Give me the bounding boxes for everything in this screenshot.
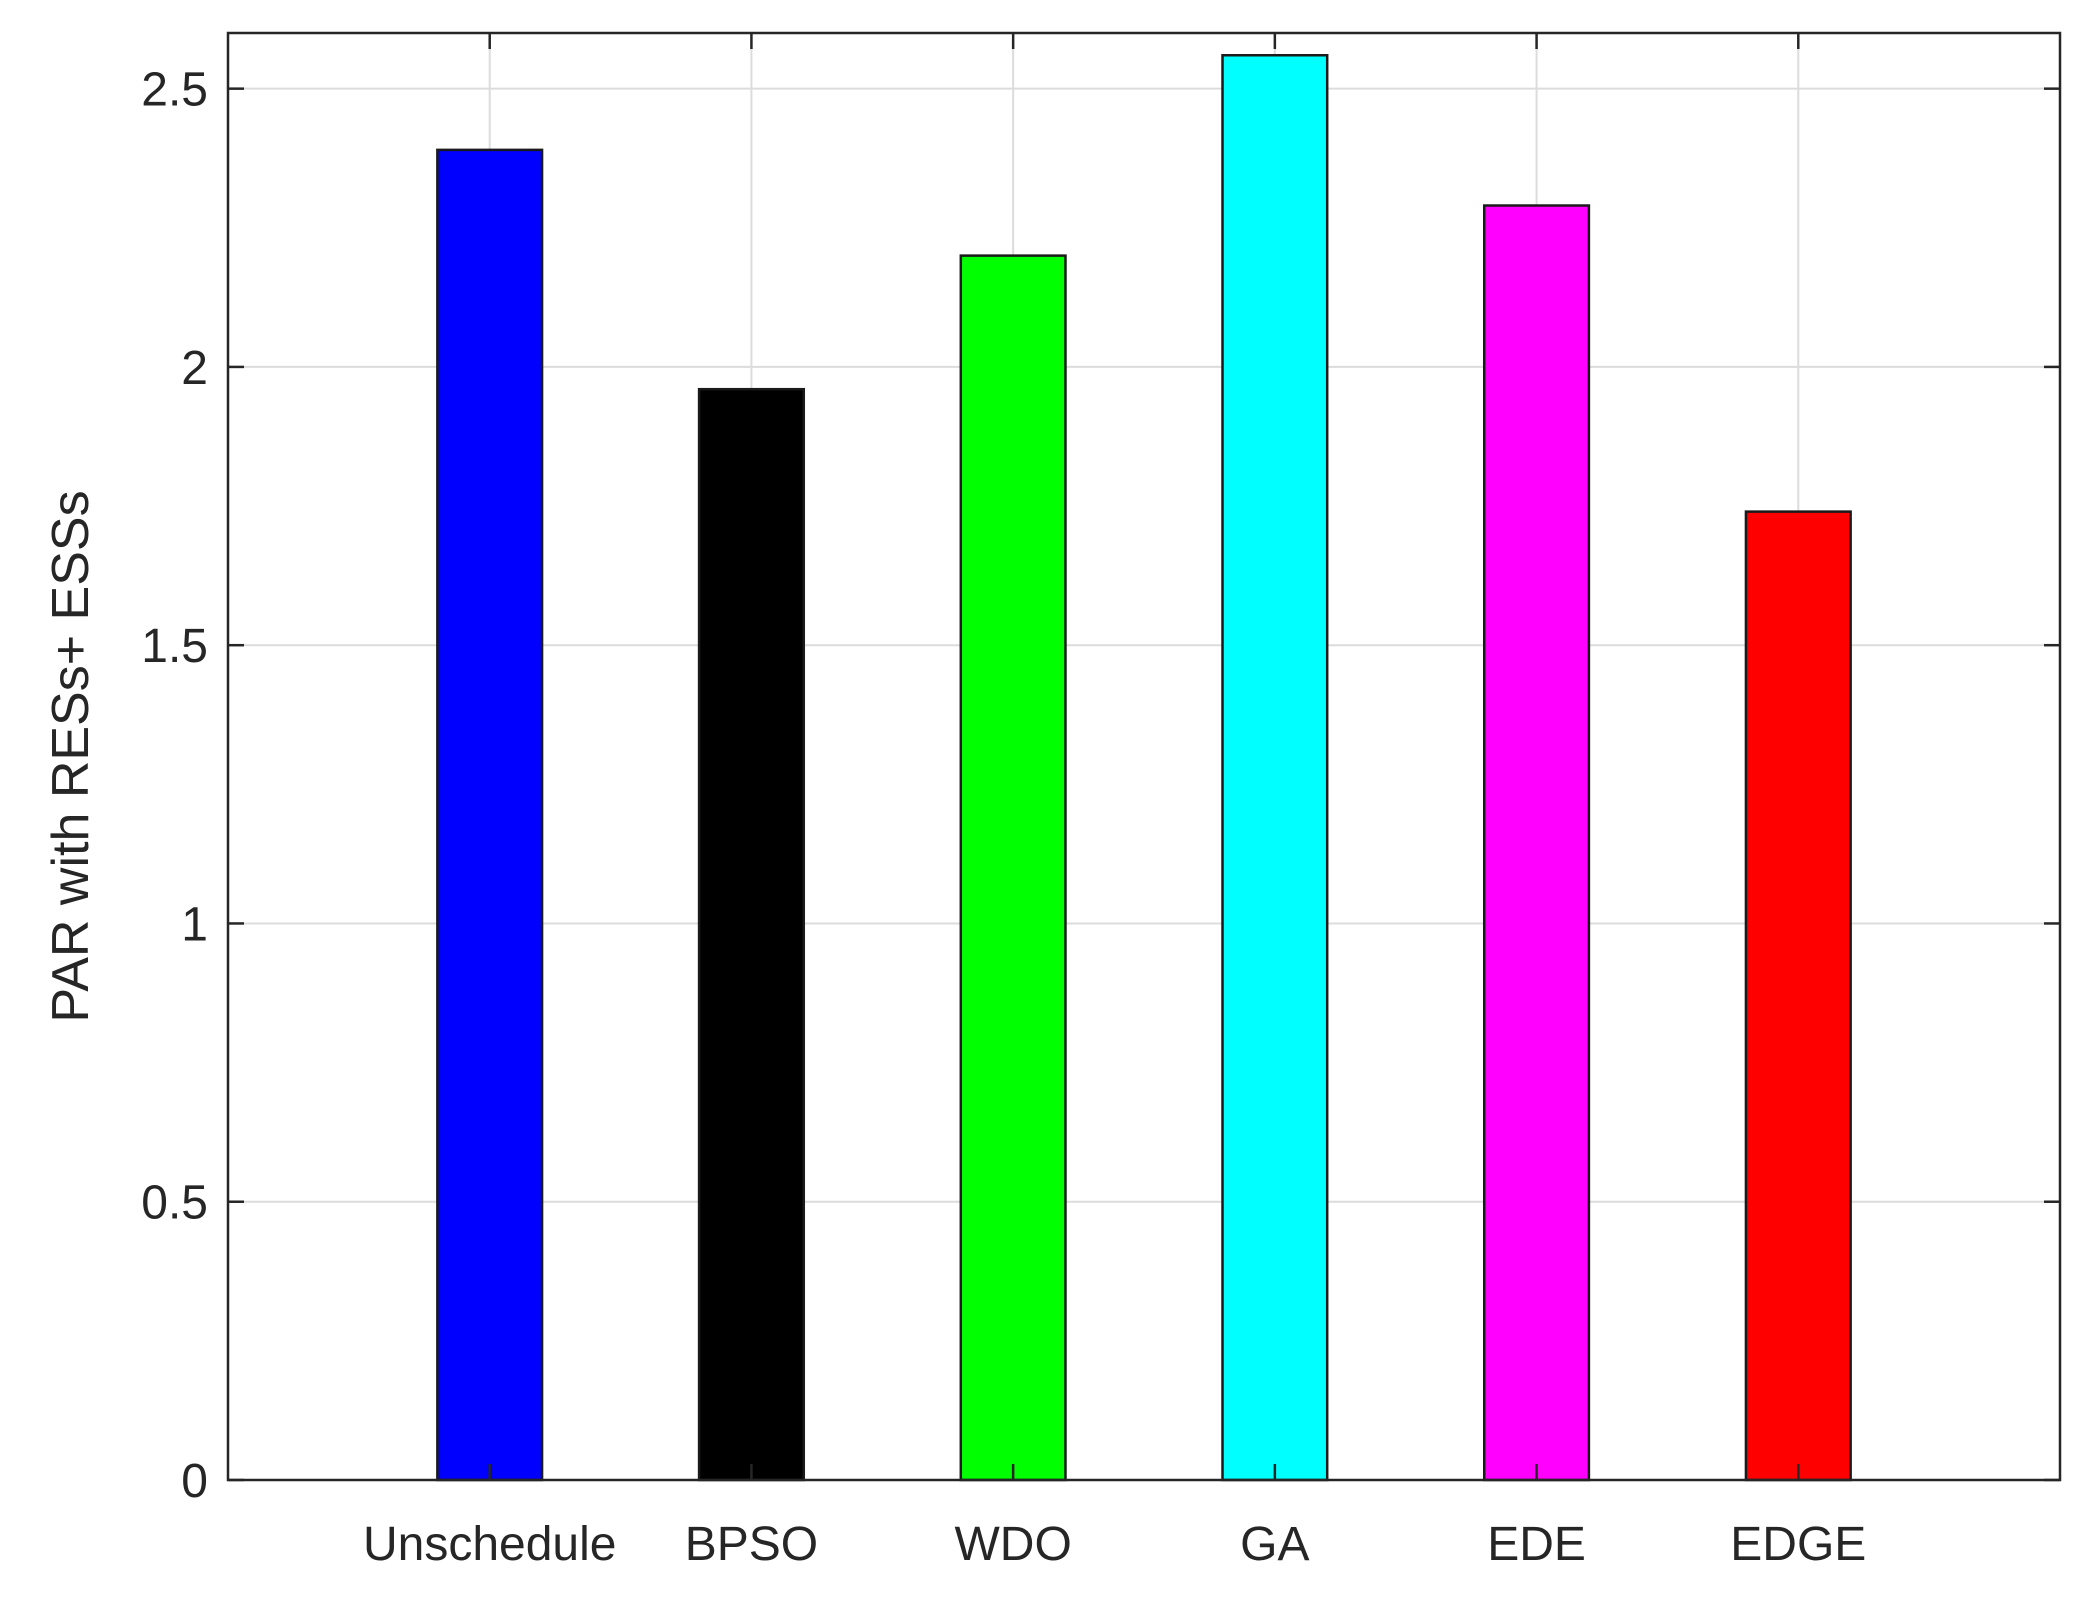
x-tick-label: Unschedule (363, 1518, 617, 1571)
bar-ga (1221, 54, 1329, 1482)
x-tick-label: BPSO (685, 1518, 818, 1571)
bars (436, 54, 1852, 1482)
y-tick-label: 1 (181, 898, 208, 951)
axes (226, 31, 2062, 1482)
x-tick-label: EDGE (1730, 1518, 1866, 1571)
bar-bpso (697, 387, 806, 1482)
x-tick-label: EDE (1487, 1518, 1586, 1571)
x-tick-label: GA (1240, 1518, 1309, 1571)
y-tick-label: 0 (181, 1455, 208, 1508)
bar-wdo (959, 254, 1067, 1482)
tick-labels: 0 0.5 1 1.5 2 2.5 Unschedule BPSO WDO GA EDE EDGE (141, 64, 1866, 1571)
y-axis-label: PAR with RESs+ ESSs (42, 490, 100, 1022)
y-tick-label: 2.5 (141, 64, 208, 117)
axes-box (226, 31, 2062, 1482)
y-tick-label: 1.5 (141, 620, 208, 673)
x-tick-label: WDO (954, 1518, 1071, 1571)
y-tick-label: 2 (181, 342, 208, 395)
bar-unschedule (436, 148, 544, 1482)
bar-edge (1744, 510, 1852, 1482)
y-tick-label: 0.5 (141, 1177, 208, 1230)
bar-ede (1482, 204, 1591, 1482)
